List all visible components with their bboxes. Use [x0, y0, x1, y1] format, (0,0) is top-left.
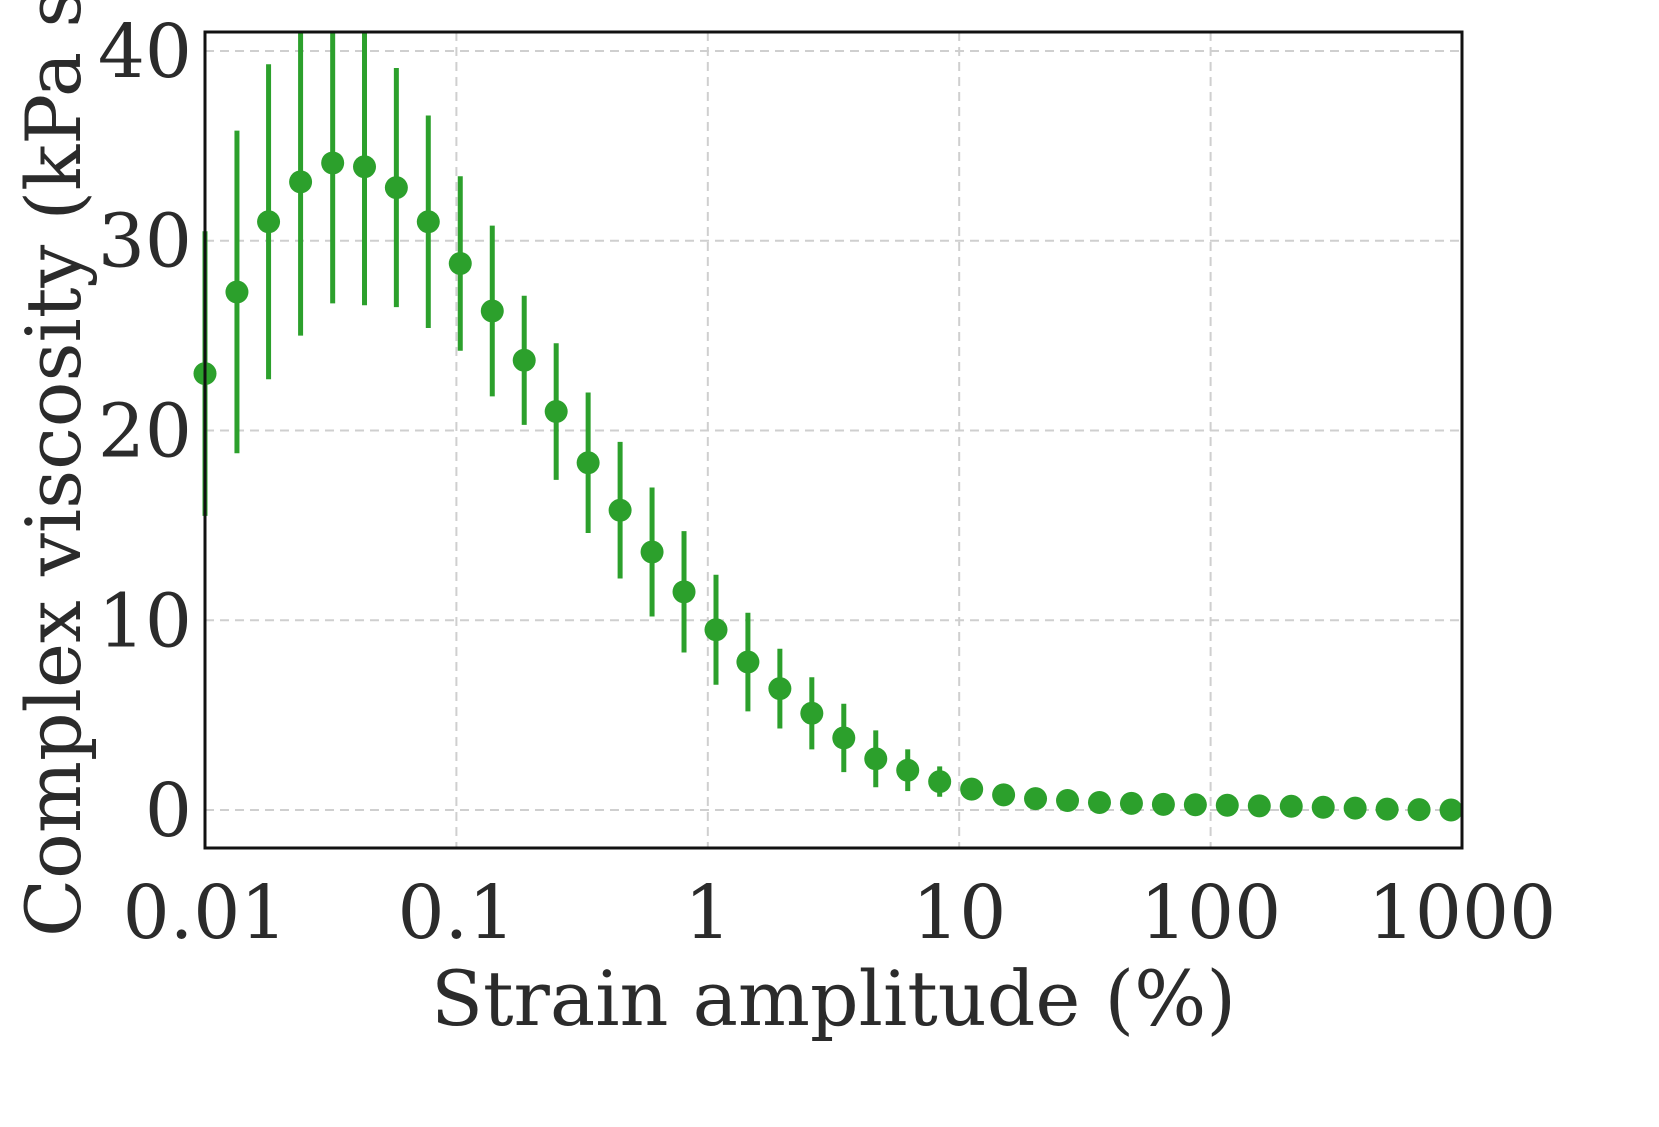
data-point	[672, 580, 696, 604]
data-point	[544, 400, 568, 424]
x-tick-label: 100	[1140, 870, 1281, 956]
data-point	[321, 151, 345, 175]
plot-frame	[203, 30, 1464, 850]
data-point	[257, 210, 281, 234]
data-point	[1119, 791, 1143, 815]
x-tick-label: 1000	[1368, 870, 1556, 956]
x-tick-label: 1	[684, 870, 731, 956]
y-tick-label: 20	[98, 389, 192, 475]
x-tick-label: 10	[912, 870, 1006, 956]
data-point	[448, 252, 472, 276]
y-tick-label: 10	[98, 578, 192, 664]
y-tick-labels: 0 10 20 30 40	[98, 9, 192, 854]
data-point	[1056, 789, 1080, 813]
data-point	[289, 170, 313, 194]
data-point	[576, 451, 600, 475]
data-point	[1247, 794, 1271, 818]
x-tick-label: 0.1	[398, 870, 516, 956]
data-point	[1439, 798, 1463, 822]
data-point	[1183, 793, 1207, 817]
x-tick-labels: 0.01 0.1 1 10 100 1000	[123, 870, 1557, 956]
data-point	[800, 701, 824, 725]
point-layer	[193, 151, 1463, 822]
data-point	[736, 650, 760, 674]
y-axis-title: Complex viscosity (kPa s)	[9, 0, 98, 937]
x-axis-title: Strain amplitude (%)	[431, 954, 1236, 1043]
data-point	[1375, 797, 1399, 821]
data-point	[960, 777, 984, 801]
data-point	[608, 498, 632, 522]
data-point	[1087, 790, 1111, 814]
x-tick-label: 0.01	[123, 870, 288, 956]
y-tick-label: 40	[98, 9, 192, 95]
data-point	[1343, 796, 1367, 820]
data-point	[768, 677, 792, 701]
data-point	[512, 348, 536, 372]
data-point	[992, 783, 1016, 807]
data-point	[1311, 795, 1335, 819]
data-point	[896, 758, 920, 782]
grid-layer	[205, 32, 1462, 848]
data-point	[1024, 787, 1048, 811]
data-point	[480, 299, 504, 323]
data-point	[704, 618, 728, 642]
data-point	[864, 747, 888, 771]
data-point	[832, 726, 856, 750]
data-point	[928, 770, 952, 794]
data-point	[1151, 792, 1175, 816]
data-point	[1215, 793, 1239, 817]
data-point	[640, 540, 664, 564]
data-point	[384, 176, 408, 200]
data-point	[225, 280, 249, 304]
data-point	[353, 155, 377, 179]
y-tick-label: 30	[98, 199, 192, 285]
data-point	[416, 210, 440, 234]
y-tick-label: 0	[145, 768, 192, 854]
data-point	[1407, 798, 1431, 822]
data-point	[1279, 794, 1303, 818]
